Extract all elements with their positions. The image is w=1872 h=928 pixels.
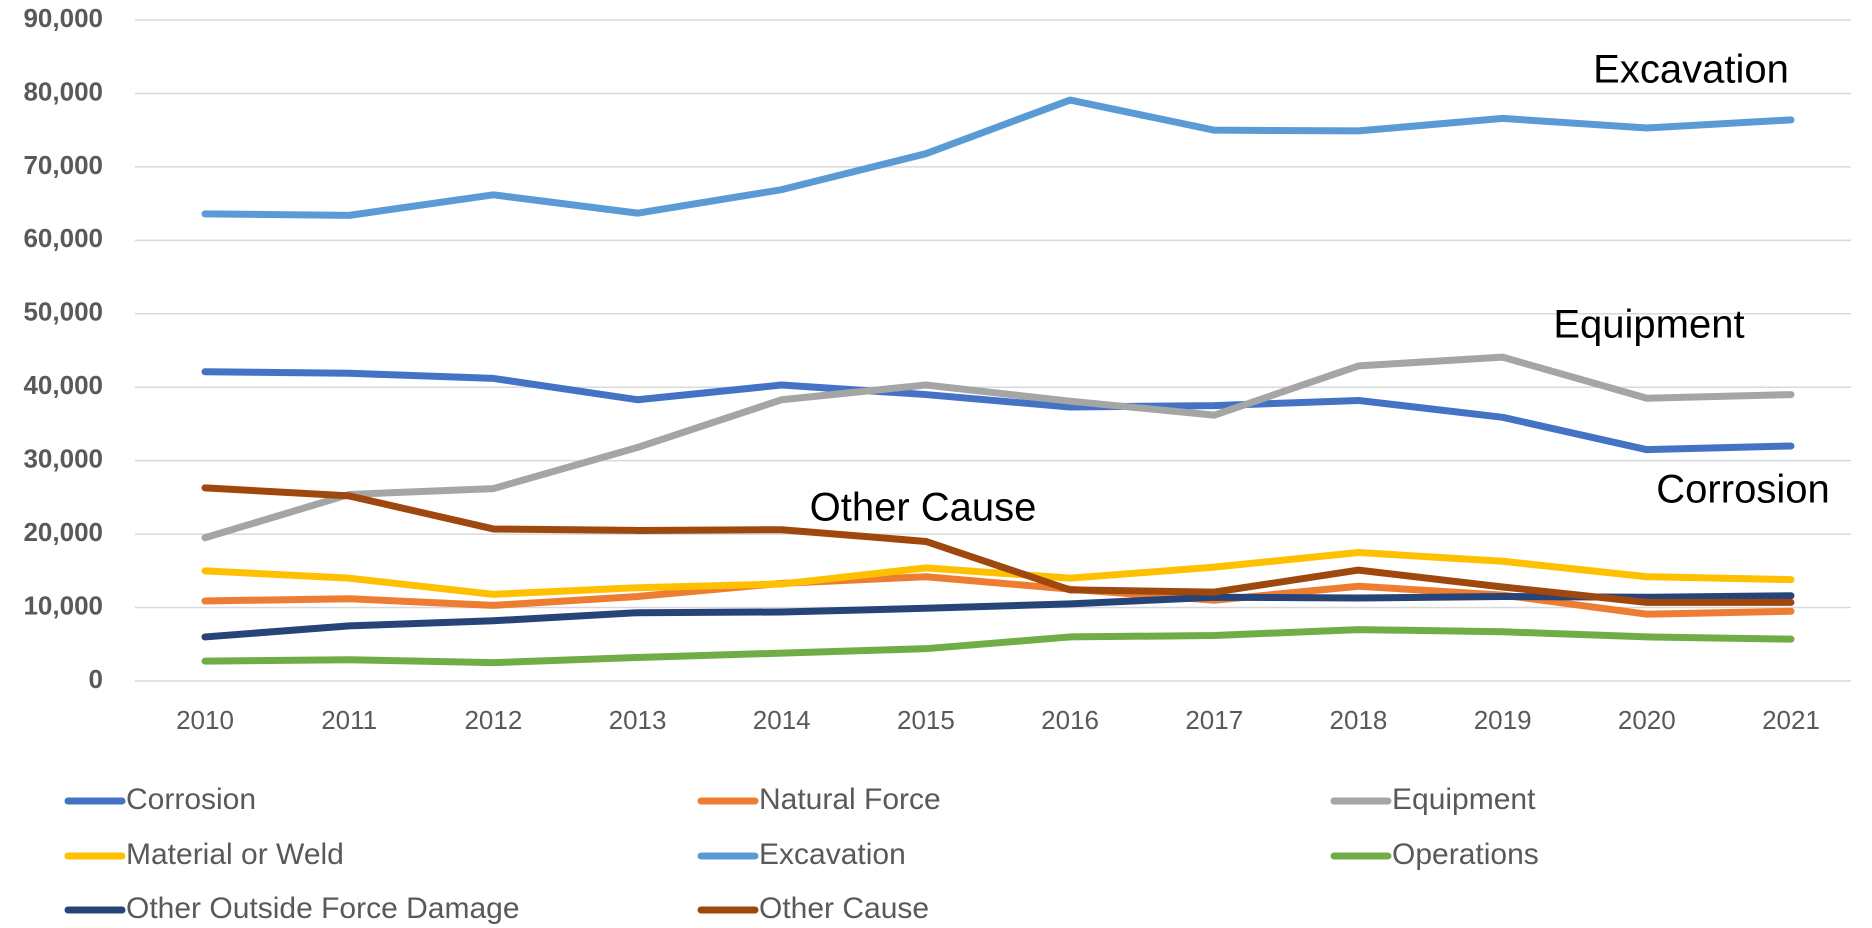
y-tick-label: 70,000 [23,150,103,180]
x-tick-label: 2016 [1041,705,1099,735]
annotation: Equipment [1553,303,1744,347]
series-line [201,96,1795,219]
legend-label: Operations [1392,838,1539,871]
x-tick-label: 2018 [1330,705,1388,735]
y-tick-label: 90,000 [23,3,103,33]
annotation: Excavation [1593,48,1789,92]
series-line [201,592,1795,641]
annotation: Corrosion [1656,468,1829,512]
x-tick-label: 2011 [321,705,377,735]
x-tick-label: 2019 [1474,705,1532,735]
y-tick-label: 50,000 [23,297,103,327]
x-tick-label: 2012 [464,705,522,735]
y-tick-label: 20,000 [23,517,103,547]
x-tick-label: 2014 [753,705,811,735]
x-tick-label: 2020 [1618,705,1676,735]
y-tick-label: 30,000 [23,444,103,474]
y-tick-label: 40,000 [23,370,103,400]
y-tick-label: 10,000 [23,590,103,620]
legend-label: Equipment [1392,783,1536,816]
series-line [201,626,1795,667]
legend-label: Natural Force [759,783,941,816]
x-tick-label: 2017 [1185,705,1243,735]
x-tick-label: 2013 [609,705,667,735]
series-line [201,548,1795,598]
y-tick-label: 60,000 [23,223,103,253]
series-line [201,484,1795,606]
legend-label: Corrosion [126,783,256,816]
legend-label: Excavation [759,838,906,871]
series-line [201,368,1795,454]
legend-label: Material or Weld [126,838,344,871]
x-tick-label: 2015 [897,705,955,735]
y-tick-label: 0 [89,664,103,694]
series-line [201,353,1795,542]
legend-label: Other Outside Force Damage [126,892,520,925]
legend-label: Other Cause [759,892,929,925]
annotation: Other Cause [810,486,1037,530]
x-tick-label: 2010 [176,705,234,735]
x-tick-label: 2021 [1762,705,1820,735]
y-tick-label: 80,000 [23,76,103,106]
